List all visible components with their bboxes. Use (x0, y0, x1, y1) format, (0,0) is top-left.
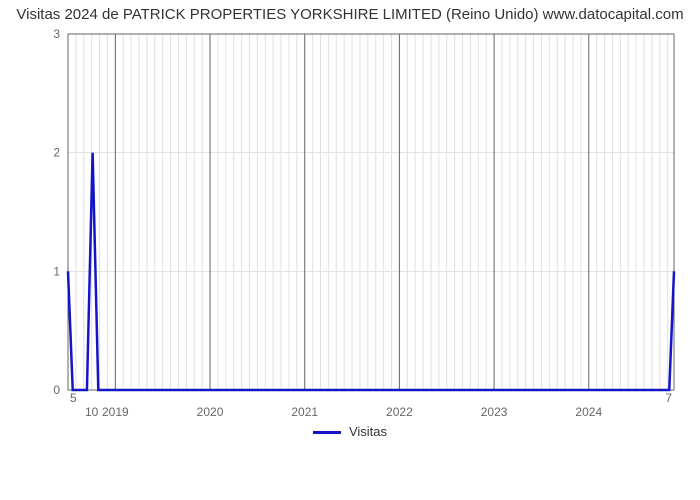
legend: Visitas (0, 424, 700, 439)
svg-text:2021: 2021 (291, 405, 318, 419)
svg-text:2020: 2020 (197, 405, 224, 419)
svg-text:7: 7 (665, 391, 672, 405)
svg-text:2023: 2023 (481, 405, 508, 419)
svg-text:2022: 2022 (386, 405, 413, 419)
svg-text:2: 2 (53, 146, 60, 160)
svg-text:5: 5 (70, 391, 77, 405)
chart-plot: 0 1 2 3 2019 2020 2021 2022 2023 2024 10 5 7 (50, 28, 680, 428)
svg-text:2019: 2019 (102, 405, 129, 419)
svg-text:2024: 2024 (575, 405, 602, 419)
svg-text:3: 3 (53, 28, 60, 41)
legend-swatch (313, 431, 341, 434)
svg-text:0: 0 (53, 383, 60, 397)
chart-title: Visitas 2024 de PATRICK PROPERTIES YORKS… (0, 6, 700, 23)
legend-label: Visitas (349, 424, 387, 439)
svg-text:10: 10 (85, 405, 99, 419)
svg-text:1: 1 (53, 264, 60, 278)
